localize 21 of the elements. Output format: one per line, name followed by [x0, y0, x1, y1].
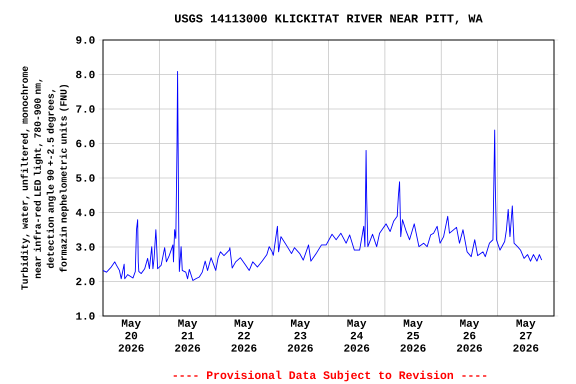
y-tick-label: 6.0 [76, 140, 95, 148]
y-axis-title: Turbidity, water, unfiltered, monochrome near infra-red LED light, 780-900 nm, detection angle 90 +-2.5 degrees, formazin nephelometric units (FNU) [20, 66, 69, 290]
x-tick-label: May 27 2026 [513, 320, 538, 352]
x-tick-label: May 24 2026 [344, 320, 370, 352]
y-tick-label: 3.0 [76, 243, 95, 251]
chart-title: USGS 14113000 KLICKITAT RIVER NEAR PITT, WA [175, 14, 483, 25]
y-tick-label: 5.0 [76, 174, 95, 182]
text: ---- Provisional Data Subject to Revision ---- [174, 370, 486, 382]
x-tick-label: May 25 2026 [400, 320, 426, 352]
y-tick-label: 2.0 [76, 278, 95, 286]
y-tick-label: 7.0 [76, 105, 95, 113]
x-tick-label: May 21 2026 [175, 320, 200, 352]
y-tick-label: 8.0 [76, 70, 95, 78]
y-tick-label: 4.0 [76, 208, 95, 216]
y-tick-label: 1.0 [76, 312, 95, 320]
y-tick-label: 9.0 [76, 36, 95, 44]
x-tick-label: May 20 2026 [118, 320, 144, 352]
x-tick-label: May 26 2026 [456, 320, 482, 352]
x-tick-label: May 22 2026 [231, 320, 256, 352]
line-series [103, 70, 542, 281]
x-tick-label: May 23 2026 [288, 320, 313, 352]
